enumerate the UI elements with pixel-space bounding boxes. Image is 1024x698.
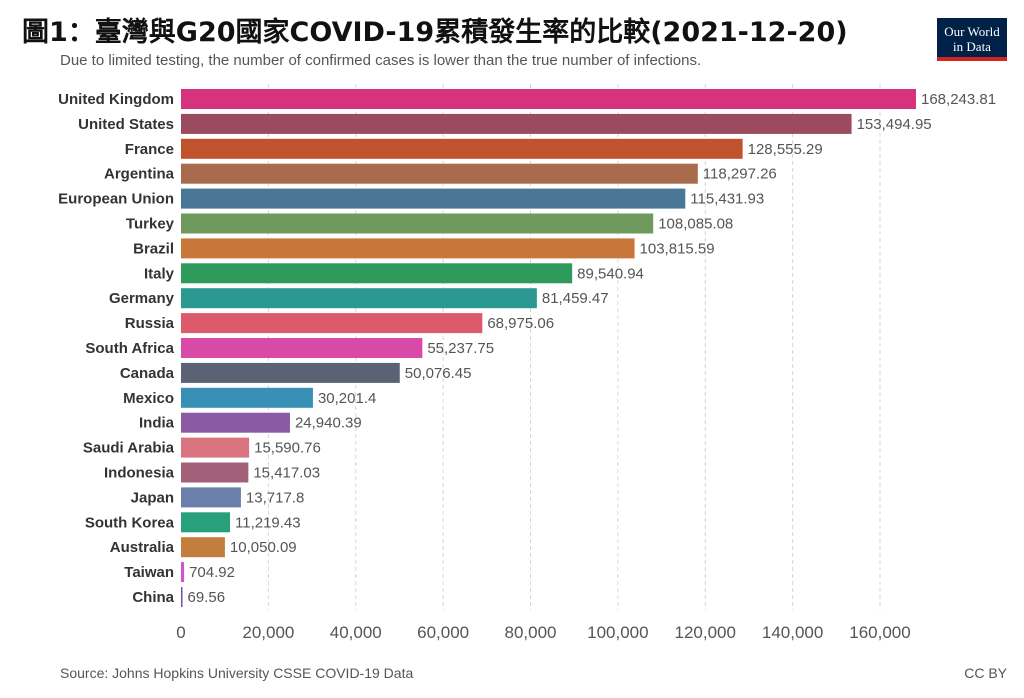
bar[interactable] [181,263,573,284]
category-label: Italy [144,265,175,282]
value-label: 15,417.03 [253,465,320,482]
value-label: 128,555.29 [748,141,823,158]
category-label: Mexico [123,390,174,407]
value-label: 103,815.59 [640,240,715,257]
category-label: Russia [125,315,175,332]
bar[interactable] [181,587,183,607]
bar[interactable] [181,288,537,309]
category-label: Canada [120,365,175,382]
value-label: 153,494.95 [857,116,932,133]
category-labels: United Kingdom United States France Argenti… [58,91,175,606]
x-tick-label: 140,000 [762,623,823,642]
category-label: Brazil [133,240,174,257]
x-tick-label: 80,000 [505,623,557,642]
x-tick-label: 60,000 [417,623,469,642]
bar[interactable] [181,362,400,383]
bar[interactable] [181,313,483,334]
x-tick-label: 160,000 [849,623,910,642]
bar[interactable] [181,562,185,583]
bar[interactable] [181,89,917,109]
value-label: 24,940.39 [295,415,362,432]
value-label: 13,717.8 [246,489,304,506]
bar[interactable] [181,487,241,508]
value-label: 30,201.4 [318,390,376,407]
value-label: 68,975.06 [487,315,554,332]
x-tick-label: 0 [176,623,185,642]
category-label: Argentina [104,166,175,183]
value-label: 15,590.76 [254,440,321,457]
bar[interactable] [181,462,249,483]
x-tick-label: 100,000 [587,623,648,642]
value-label: 55,237.75 [427,340,494,357]
category-label: Germany [109,290,175,307]
value-label: 69.56 [188,589,226,606]
category-label: United States [78,116,174,133]
category-label: United Kingdom [58,91,174,108]
x-tick-label: 120,000 [675,623,736,642]
chart-title: 圖1：臺灣與G20國家COVID-19累積發生率的比較(2021-12-20) [22,17,848,48]
value-label: 89,540.94 [577,265,644,282]
value-label: 81,459.47 [542,290,609,307]
bar[interactable] [181,537,225,558]
value-labels: 168,243.81 153,494.95 128,555.29 118,297.26… [188,91,997,606]
bar[interactable] [181,138,743,159]
x-axis-ticks: 0 20,000 40,000 60,000 80,000 100,000 120,000 1… [176,623,910,642]
category-label: India [139,415,175,432]
bar[interactable] [181,188,686,209]
bar[interactable] [181,113,852,134]
category-label: Japan [131,489,174,506]
category-label: South Africa [85,340,174,357]
chart-subtitle: Due to limited testing, the number of co… [60,52,702,69]
bar[interactable] [181,238,635,259]
category-label: Australia [110,539,175,556]
logo-line-2: in Data [953,39,991,54]
x-tick-label: 40,000 [330,623,382,642]
bar[interactable] [181,412,290,433]
bars [181,89,917,607]
category-label: Turkey [126,216,175,233]
license-note[interactable]: CC BY [964,665,1007,681]
owid-logo[interactable]: Our World in Data [937,18,1007,61]
category-label: Saudi Arabia [83,440,175,457]
value-label: 118,297.26 [703,166,777,183]
category-label: European Union [58,191,174,208]
category-label: China [132,589,174,606]
value-label: 168,243.81 [921,91,996,108]
x-tick-label: 20,000 [242,623,294,642]
bar[interactable] [181,213,654,234]
bar[interactable] [181,338,423,358]
source-note[interactable]: Source: Johns Hopkins University CSSE CO… [60,665,414,681]
value-label: 10,050.09 [230,539,297,556]
bar[interactable] [181,437,250,458]
value-label: 115,431.93 [690,191,764,208]
value-label: 11,219.43 [235,514,301,531]
category-label: Indonesia [104,465,175,482]
category-label: France [125,141,174,158]
value-label: 108,085.08 [658,216,733,233]
logo-line-1: Our World [944,24,1000,39]
category-label: South Korea [85,514,175,531]
bar[interactable] [181,163,698,184]
bar[interactable] [181,512,231,533]
category-label: Taiwan [124,564,174,581]
value-label: 704.92 [189,564,235,581]
value-label: 50,076.45 [405,365,472,382]
logo-accent-bar [937,57,1007,61]
bar[interactable] [181,387,313,408]
